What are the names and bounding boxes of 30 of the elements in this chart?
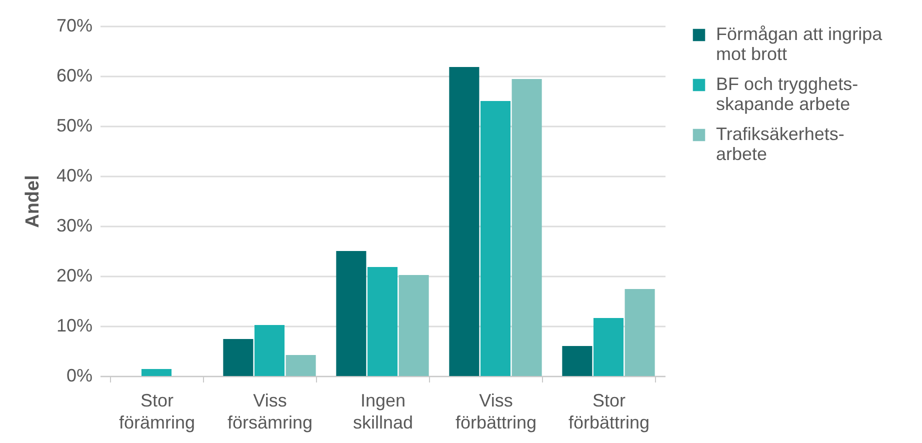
y-tick-label: 60% xyxy=(56,66,92,86)
bar xyxy=(141,369,172,376)
y-tick-label: 50% xyxy=(56,116,92,136)
legend-label: BF och trygghets-skapande arbete xyxy=(716,74,858,114)
y-tick-label: 30% xyxy=(56,216,92,236)
bar xyxy=(480,101,511,376)
bar xyxy=(336,251,366,376)
x-tick-label: Viss förbättring xyxy=(455,390,537,432)
x-tick-label: Stor förbättring xyxy=(568,390,650,432)
y-tick-label: 40% xyxy=(56,166,92,186)
bar xyxy=(562,346,592,376)
y-tick-label: 70% xyxy=(56,16,92,36)
bar xyxy=(512,79,542,376)
y-tick-label: 0% xyxy=(66,366,92,386)
bar xyxy=(367,267,398,376)
x-tick-label: Ingen skillnad xyxy=(352,390,414,432)
bar xyxy=(398,275,429,376)
x-tick-label: Stor förämring xyxy=(118,390,196,432)
bar xyxy=(624,289,655,376)
y-tick-label: 10% xyxy=(56,316,92,336)
bar xyxy=(223,339,254,376)
x-tick-label: Viss försämring xyxy=(227,390,313,432)
y-axis-title: Andel xyxy=(22,175,44,228)
y-tick-label: 20% xyxy=(56,266,92,286)
bar xyxy=(254,325,285,376)
legend-label: Förmågan att ingripa mot brott xyxy=(716,24,884,64)
bar xyxy=(449,67,480,376)
bar xyxy=(286,355,316,376)
bar xyxy=(593,318,624,376)
legend-label: Trafiksäkerhets-arbete xyxy=(716,124,844,164)
